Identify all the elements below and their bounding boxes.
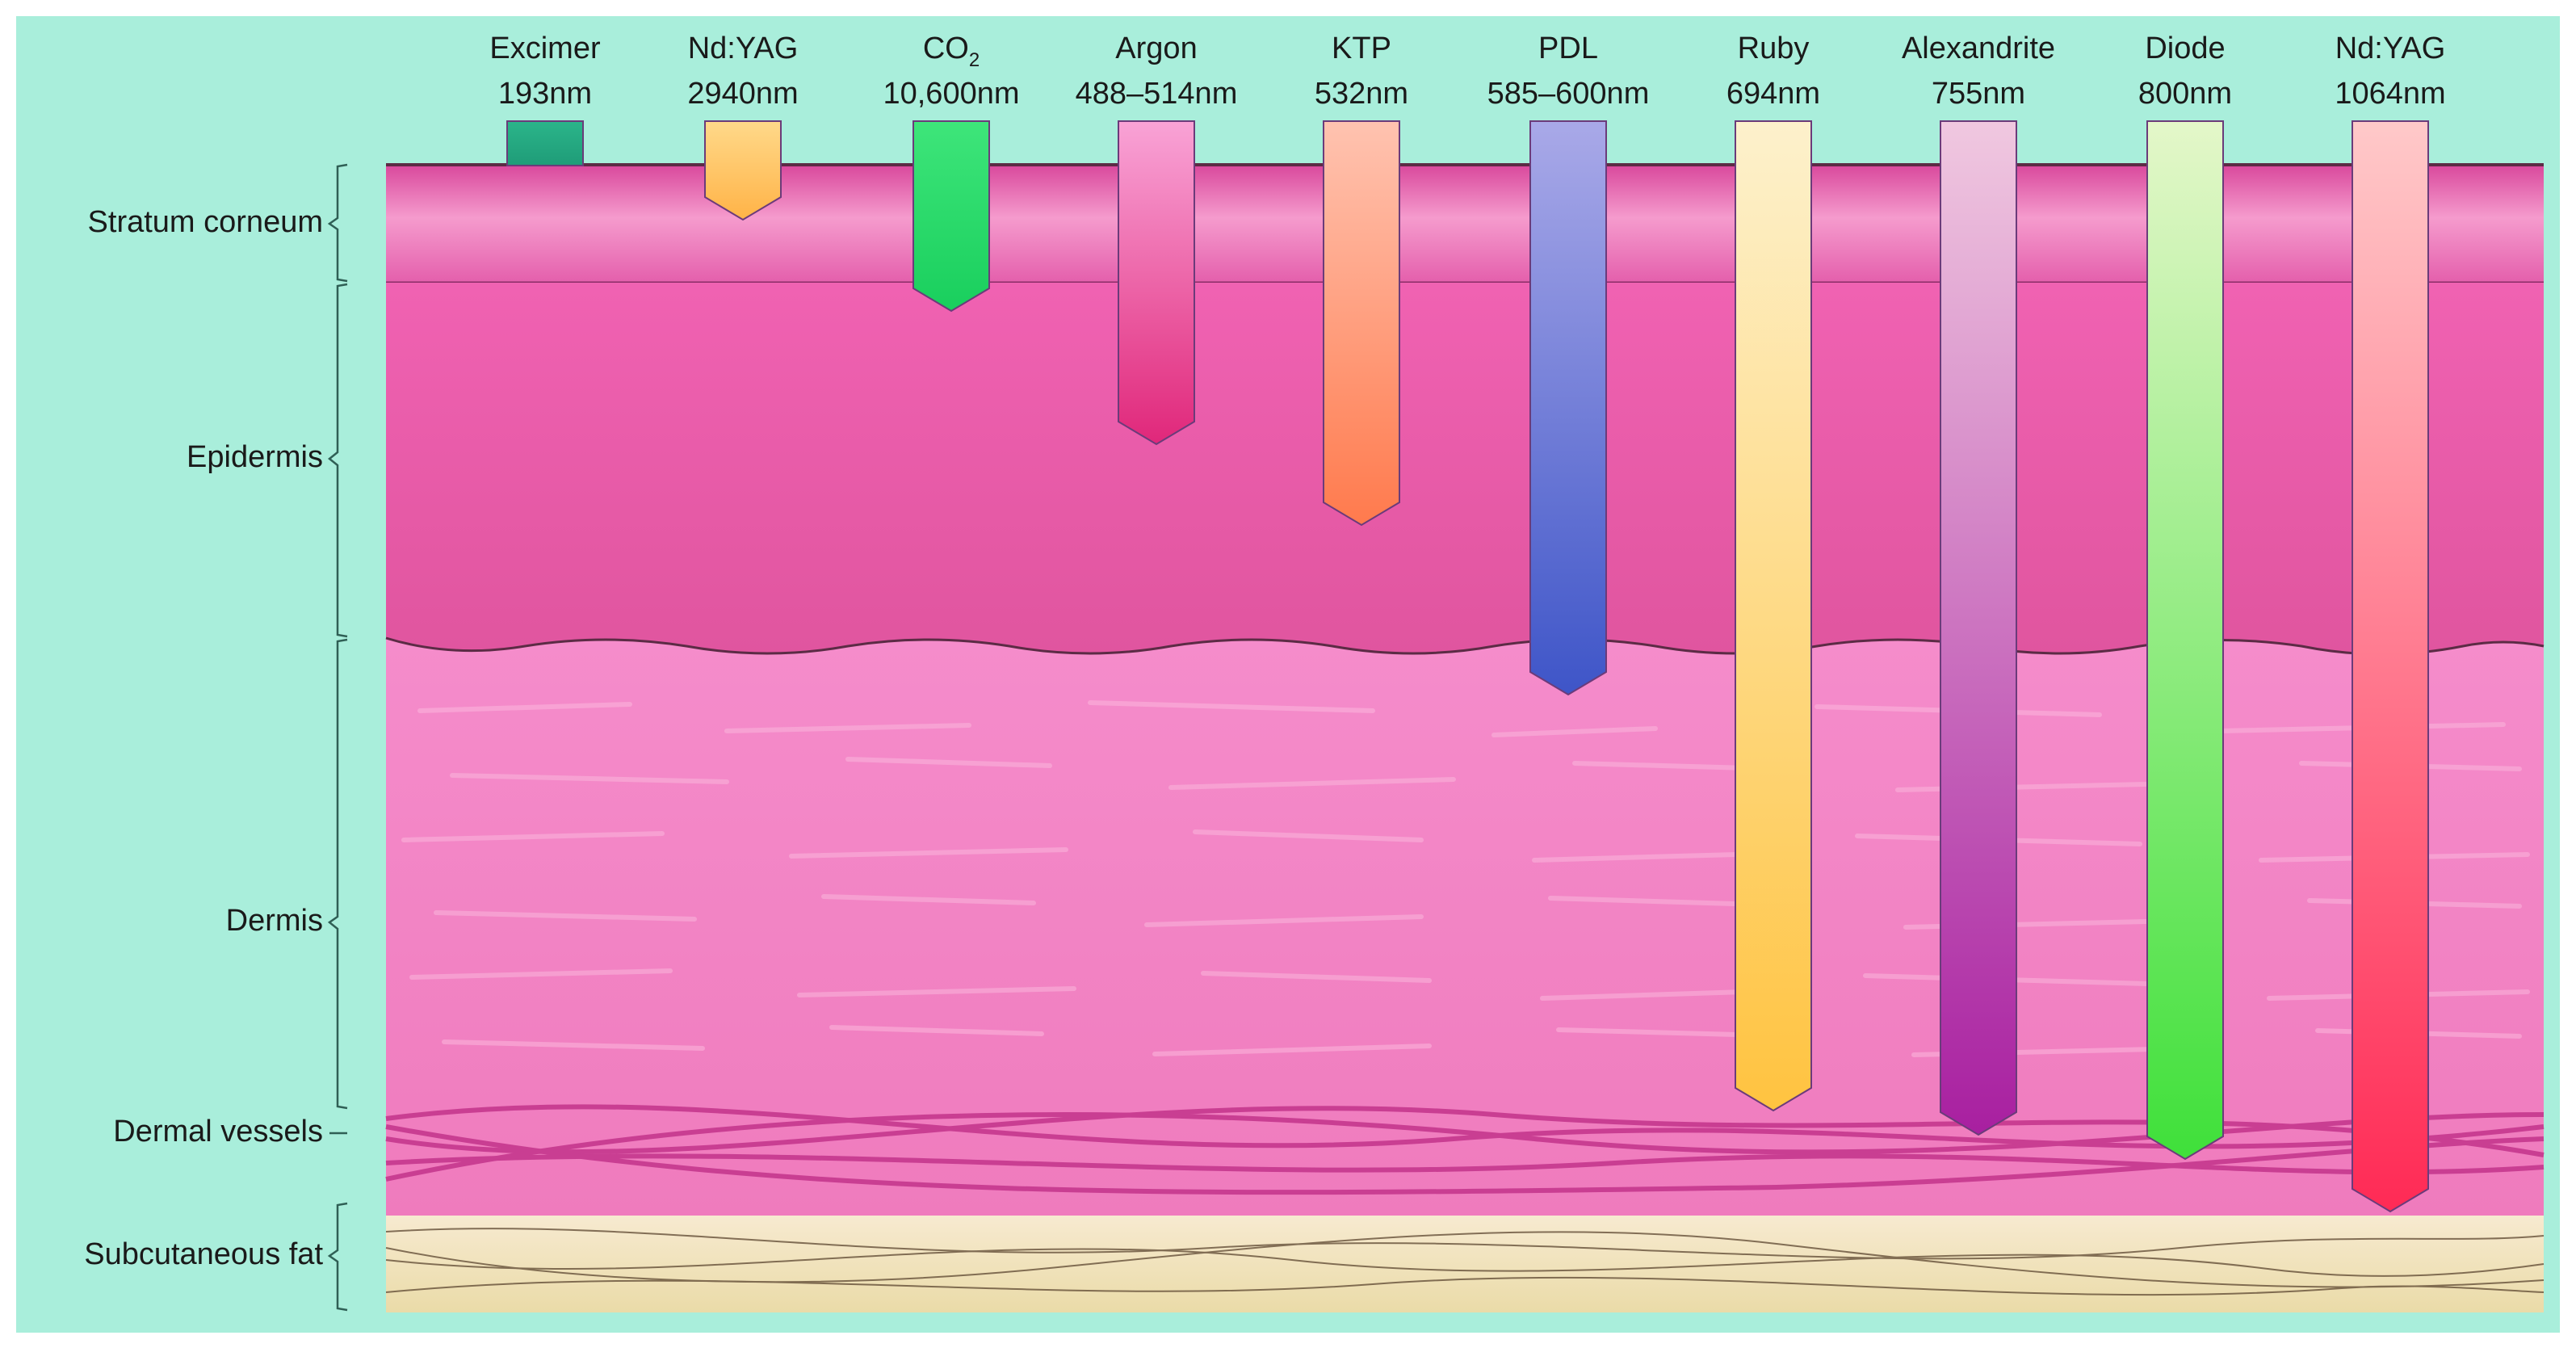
layer-label-epidermis: Epidermis <box>187 440 323 474</box>
laser-wavelength-ktp-532nm: 532nm <box>1315 77 1408 111</box>
laser-wavelength-nd-yag-2940nm: 2940nm <box>687 77 798 111</box>
laser-name-nd-yag-1064nm: Nd:YAG <box>2335 31 2446 65</box>
laser-wavelength-excimer-193nm: 193nm <box>498 77 592 111</box>
laser-beam-nd-yag-2940nm <box>704 120 782 221</box>
laser-name-ruby-694nm: Ruby <box>1738 31 1810 65</box>
laser-wavelength-pdl-585-600nm: 585–600nm <box>1487 77 1650 111</box>
laser-beams: Excimer193nmNd:YAG2940nmCO210,600nmArgon… <box>489 31 2446 1213</box>
laser-beam-nd-yag-1064nm <box>2352 120 2429 1213</box>
laser-beam-diode-800nm <box>2146 120 2224 1161</box>
laser-beam-ktp-532nm <box>1323 120 1400 527</box>
laser-name-argon-488-514nm: Argon <box>1115 31 1197 65</box>
laser-beam-ruby-694nm <box>1735 120 1812 1112</box>
fat-lobules <box>385 1228 2545 1296</box>
laser-beam-pdl-585-600nm <box>1529 120 1607 696</box>
laser-wavelength-ruby-694nm: 694nm <box>1726 77 1820 111</box>
layer-labels: Stratum corneum Epidermis Dermis Dermal … <box>84 205 323 1271</box>
laser-wavelength-argon-488-514nm: 488–514nm <box>1076 77 1238 111</box>
subcutaneous-fat-layer <box>386 1216 2544 1312</box>
laser-name-excimer-193nm: Excimer <box>489 31 601 65</box>
laser-beam-excimer-193nm <box>506 120 584 166</box>
laser-wavelength-diode-800nm: 800nm <box>2138 77 2232 111</box>
layer-label-dermis: Dermis <box>226 904 323 938</box>
layer-label-stratum-corneum: Stratum corneum <box>88 205 323 239</box>
laser-beam-alexandrite-755nm <box>1940 120 2017 1136</box>
laser-name-nd-yag-2940nm: Nd:YAG <box>688 31 799 65</box>
dermis-texture <box>401 700 2530 1057</box>
laser-beam-co-10-600nm <box>913 120 990 313</box>
laser-name-diode-800nm: Diode <box>2145 31 2225 65</box>
laser-wavelength-nd-yag-1064nm: 1064nm <box>2335 77 2445 111</box>
layer-label-dermal-vessels: Dermal vessels <box>113 1115 323 1149</box>
layer-brackets <box>327 163 348 1312</box>
laser-name-alexandrite-755nm: Alexandrite <box>1902 31 2055 65</box>
layer-label-subcutaneous-fat: Subcutaneous fat <box>84 1237 323 1271</box>
laser-wavelength-alexandrite-755nm: 755nm <box>1932 77 2025 111</box>
laser-name-pdl-585-600nm: PDL <box>1538 31 1598 65</box>
laser-wavelength-co-10-600nm: 10,600nm <box>883 77 1019 111</box>
laser-beam-argon-488-514nm <box>1118 120 1195 446</box>
laser-name-ktp-532nm: KTP <box>1332 31 1391 65</box>
